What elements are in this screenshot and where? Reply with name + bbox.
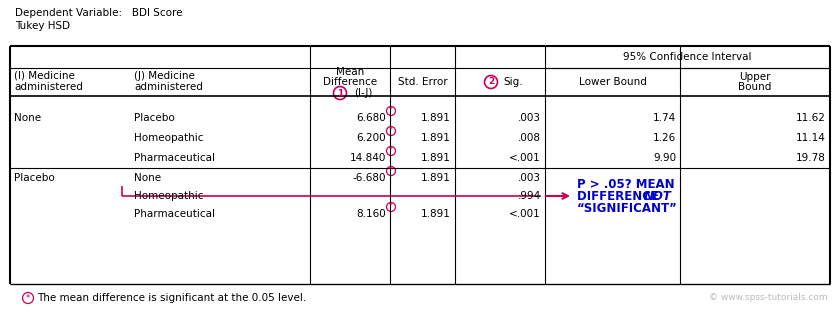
Text: The mean difference is significant at the 0.05 level.: The mean difference is significant at th… bbox=[37, 293, 307, 303]
Text: 1.891: 1.891 bbox=[421, 153, 451, 163]
Text: None: None bbox=[14, 113, 41, 123]
Text: *: * bbox=[389, 107, 393, 116]
Text: *: * bbox=[389, 167, 393, 175]
Text: administered: administered bbox=[134, 82, 203, 92]
Text: Homeopathic: Homeopathic bbox=[134, 191, 203, 201]
Text: 11.14: 11.14 bbox=[796, 133, 826, 143]
Text: administered: administered bbox=[14, 82, 83, 92]
Text: Lower Bound: Lower Bound bbox=[579, 77, 647, 87]
Text: *: * bbox=[389, 203, 393, 211]
Text: DIFFERENCE: DIFFERENCE bbox=[577, 190, 663, 203]
Text: Tukey HSD: Tukey HSD bbox=[15, 21, 70, 31]
Text: 8.160: 8.160 bbox=[356, 209, 386, 219]
Text: NOT: NOT bbox=[644, 190, 672, 203]
Text: 11.62: 11.62 bbox=[796, 113, 826, 123]
Text: © www.spss-tutorials.com: © www.spss-tutorials.com bbox=[709, 294, 828, 302]
Text: 14.840: 14.840 bbox=[349, 153, 386, 163]
Text: Sig.: Sig. bbox=[503, 77, 522, 87]
Text: 95% Confidence Interval: 95% Confidence Interval bbox=[623, 52, 752, 62]
Text: .003: .003 bbox=[518, 113, 541, 123]
Text: 1.891: 1.891 bbox=[421, 209, 451, 219]
Text: *: * bbox=[389, 126, 393, 135]
Text: Mean: Mean bbox=[336, 67, 364, 77]
Text: <.001: <.001 bbox=[509, 153, 541, 163]
Text: .003: .003 bbox=[518, 173, 541, 183]
Text: 19.78: 19.78 bbox=[796, 153, 826, 163]
Text: Upper: Upper bbox=[739, 72, 771, 82]
Text: Difference: Difference bbox=[323, 77, 377, 87]
Text: 1.26: 1.26 bbox=[653, 133, 676, 143]
Text: (I) Medicine: (I) Medicine bbox=[14, 71, 75, 81]
Text: *: * bbox=[26, 294, 30, 302]
Text: Homeopathic: Homeopathic bbox=[134, 133, 203, 143]
Text: (I-J): (I-J) bbox=[354, 88, 372, 98]
Text: Pharmaceutical: Pharmaceutical bbox=[134, 209, 215, 219]
Text: Dependent Variable:   BDI Score: Dependent Variable: BDI Score bbox=[15, 8, 182, 18]
Text: None: None bbox=[134, 173, 161, 183]
Text: Bound: Bound bbox=[738, 82, 772, 92]
Text: -6.680: -6.680 bbox=[353, 173, 386, 183]
Text: (J) Medicine: (J) Medicine bbox=[134, 71, 195, 81]
Text: .994: .994 bbox=[517, 191, 541, 201]
Text: “SIGNIFICANT”: “SIGNIFICANT” bbox=[577, 202, 678, 214]
Text: *: * bbox=[389, 146, 393, 156]
Text: 1.891: 1.891 bbox=[421, 173, 451, 183]
Text: 1.891: 1.891 bbox=[421, 133, 451, 143]
Text: <.001: <.001 bbox=[509, 209, 541, 219]
Text: 1.891: 1.891 bbox=[421, 113, 451, 123]
Text: Placebo: Placebo bbox=[14, 173, 55, 183]
Text: .008: .008 bbox=[518, 133, 541, 143]
Text: P > .05? MEAN: P > .05? MEAN bbox=[577, 177, 675, 191]
Text: 6.680: 6.680 bbox=[356, 113, 386, 123]
Text: 6.200: 6.200 bbox=[356, 133, 386, 143]
Text: Std. Error: Std. Error bbox=[397, 77, 448, 87]
Text: 1.74: 1.74 bbox=[653, 113, 676, 123]
Text: 2: 2 bbox=[488, 78, 494, 86]
Text: 1: 1 bbox=[337, 88, 343, 97]
Text: Pharmaceutical: Pharmaceutical bbox=[134, 153, 215, 163]
Text: 9.90: 9.90 bbox=[653, 153, 676, 163]
Text: Placebo: Placebo bbox=[134, 113, 175, 123]
